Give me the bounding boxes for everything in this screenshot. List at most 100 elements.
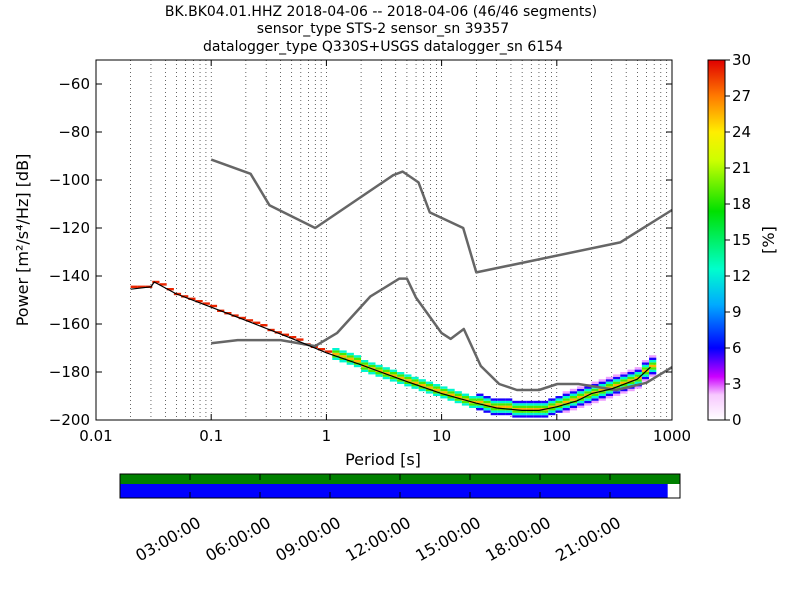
heatmap-cell [447,393,455,396]
heatmap-cell [152,280,160,284]
heatmap-cell [577,386,585,389]
heatmap-cell [418,379,426,382]
heatmap-cell [605,396,614,399]
x-tick-label: 0.01 [79,427,112,445]
mode-curve [130,281,651,411]
heatmap-cell [627,369,635,372]
heatmap-cell [411,376,419,380]
y-tick-label: −120 [49,219,90,237]
heatmap-cell [627,374,635,377]
heatmap-cell [548,408,556,411]
heatmap-cell [490,403,498,406]
heatmap-cell [649,364,657,368]
heatmap-cell [541,403,549,406]
y-tick-label: −60 [58,75,90,93]
time-tick-label: 12:00:00 [342,513,414,565]
heatmap-cell [397,379,405,382]
x-tick-label: 1 [322,427,332,445]
heatmap-cell [454,400,462,404]
heatmap-cell [418,386,426,389]
x-tick-label: 1000 [653,427,691,445]
x-axis-ticks: 0.01 0.1 1 10 100 1000 [79,60,691,445]
y-axis-ticks: −200 −180 −160 −140 −120 −100 −80 −60 [49,75,672,429]
colorbar-label: [%] [759,226,778,254]
colorbar-tick-label: 30 [732,51,751,69]
heatmap-cell [641,374,650,377]
heatmap-cell [483,408,491,411]
heatmap-cell [469,398,477,401]
heatmap-cell [598,388,606,392]
heatmap-cell [533,403,542,406]
heatmap-cell [353,360,362,363]
heatmap-cell [526,403,534,406]
heatmap-cell [505,403,513,406]
heatmap-cell [533,410,542,413]
heatmap-cell [519,410,527,413]
heatmap-cell [634,374,642,377]
ppsd-plot-area: 0.01 0.1 1 10 100 1000 −200 −180 −160 −140 −120 −1… [49,59,691,445]
period-grid [130,60,668,420]
heatmap-cell [497,400,506,404]
heatmap-cell [454,398,462,401]
colorbar-tick-label: 21 [732,159,751,177]
heatmap-cell [519,403,527,406]
x-tick-label: 0.1 [199,427,223,445]
heatmap-cell [361,369,369,372]
heatmap-cell [620,374,628,377]
heatmap-cell [562,408,570,411]
heatmap-cell [605,393,614,396]
heatmap-cell [562,400,570,404]
heatmap-cell [526,410,534,413]
heatmap-cell [505,398,513,401]
heatmap-cell [461,403,470,406]
heatmap-cell [548,403,556,406]
heatmap-cell [548,400,556,404]
heatmap-cell [512,400,520,404]
heatmap-cell [584,403,592,406]
heatmap-cell [397,372,405,375]
heatmap-cell [404,384,412,387]
heatmap-cell [440,391,448,394]
heatmap-cell [569,393,578,396]
heatmap-cell [548,410,556,413]
heatmap-cell [569,391,578,394]
colorbar-tick-label: 27 [732,87,751,105]
heatmap-cell [238,316,246,320]
heatmap-cell [195,300,203,303]
y-tick-label: −160 [49,315,90,333]
heatmap-cell [411,381,419,384]
heatmap-cell [569,403,578,406]
heatmap-cell [541,405,549,408]
heatmap-cell [274,331,282,334]
heatmap-cell [577,403,585,406]
heatmap-cell [454,393,462,396]
heatmap-cell [454,396,462,399]
heatmap-cell [404,379,412,382]
heatmap-cell [490,408,498,411]
heatmap-cell [649,369,657,372]
heatmap-cell [346,362,354,365]
heatmap-cell [512,415,520,418]
heatmap-cell [505,410,513,413]
heatmap-cell [353,364,362,368]
heatmap-cell [317,348,326,351]
heatmap-cell [634,386,642,389]
heatmap-cell [649,355,657,358]
colorbar-tick-label: 18 [732,195,751,213]
heatmap-cell [339,350,347,353]
heatmap-cell [613,374,621,377]
heatmap-cell [425,381,434,384]
heatmap-cell [598,391,606,394]
heatmap-cell [591,381,599,384]
heatmap-cell [483,400,491,404]
heatmap-cell [598,396,606,399]
heatmap-cell [188,297,196,300]
x-tick-label: 100 [542,427,571,445]
heatmap-cell [368,372,376,375]
heatmap-cell [605,384,614,387]
heatmap-cell [425,386,434,389]
heatmap-cell [382,374,390,377]
heatmap-cell [613,393,621,396]
heatmap-cell [476,393,484,396]
heatmap-cell [613,384,621,387]
